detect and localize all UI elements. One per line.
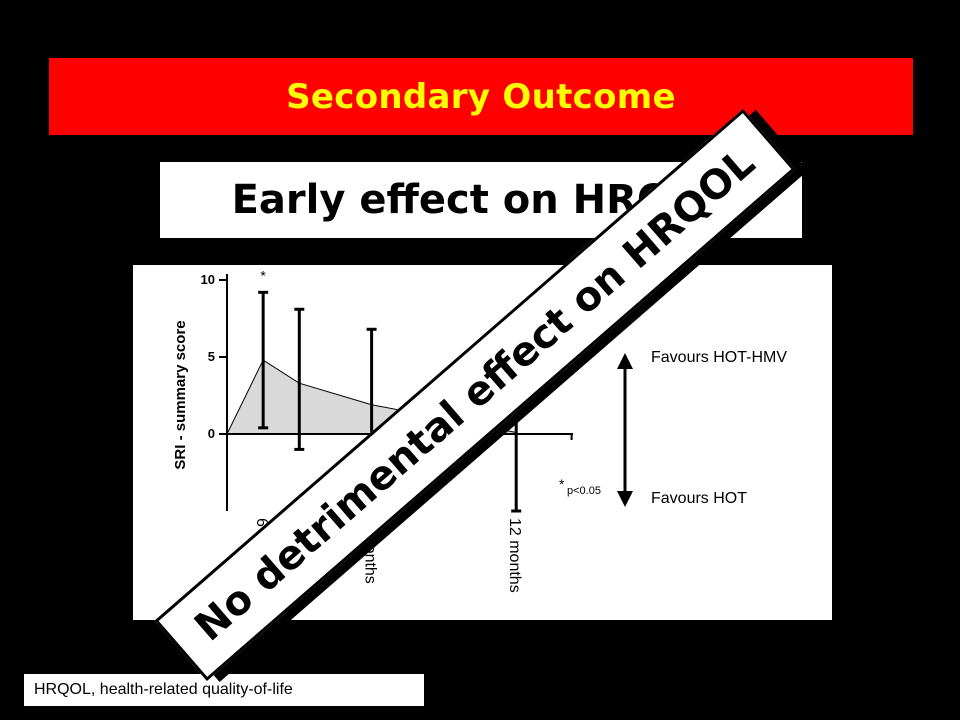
y-tick-label: 0 — [208, 426, 215, 441]
p-value-star: * — [559, 476, 565, 492]
footnote: HRQOL, health-related quality-of-life — [24, 674, 424, 706]
slide-title: Secondary Outcome — [286, 76, 676, 117]
title-bar: Secondary Outcome — [49, 58, 913, 135]
footnote-text: HRQOL, health-related quality-of-life — [34, 681, 293, 698]
y-tick-label: 10 — [201, 272, 215, 287]
x-category-label: 12 months — [506, 518, 523, 593]
favours-top-label: Favours HOT-HMV — [651, 349, 787, 366]
y-axis-label: SRI - summary score — [172, 320, 189, 469]
p-value-note: p<0.05 — [567, 485, 601, 497]
favours-bottom-label: Favours HOT — [651, 490, 747, 507]
significance-markers: * — [260, 267, 266, 283]
y-ticks: 0 5 10 — [201, 272, 227, 441]
y-tick-label: 5 — [208, 349, 215, 364]
double-arrow-icon — [617, 353, 633, 507]
significance-star: * — [260, 267, 266, 283]
